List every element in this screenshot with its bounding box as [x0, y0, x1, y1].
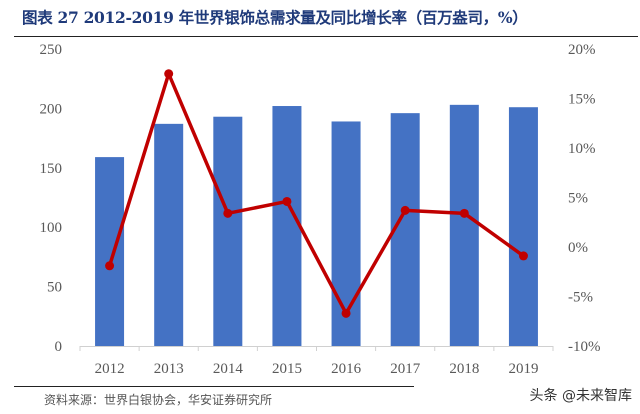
left-axis-tick: 0 [55, 339, 63, 355]
source-note: 资料来源：世界白银协会，华安证券研究所 [44, 393, 273, 407]
x-axis-label: 2014 [213, 361, 244, 377]
x-axis-label: 2019 [508, 361, 538, 377]
x-axis-label: 2016 [331, 361, 362, 377]
x-axis-label: 2012 [95, 361, 125, 377]
bar-2018 [449, 104, 479, 346]
left-axis-tick: 100 [40, 220, 63, 236]
right-axis-tick: -10% [568, 339, 601, 355]
left-axis-tick: 200 [40, 101, 63, 117]
x-axis-label: 2015 [272, 361, 302, 377]
growth-rate-marker-2017 [400, 205, 410, 215]
x-axis-label: 2018 [449, 361, 479, 377]
right-axis-tick: -5% [568, 290, 593, 306]
right-axis-tick: 10% [568, 141, 596, 157]
growth-rate-line [107, 72, 525, 316]
right-axis-tick: 20% [568, 42, 596, 58]
right-axis-tick: 5% [568, 191, 588, 207]
bar-2013 [154, 123, 184, 347]
bar-2016 [331, 121, 361, 346]
chart-area: 0 50 100 150 200 250 -10% -5% 0% 5% 10% 15% 20% 2012 2… [40, 42, 601, 377]
growth-rate-marker-2013 [164, 69, 174, 79]
title-divider [14, 36, 638, 37]
watermark: 头条 @未来智库 [529, 388, 632, 404]
left-axis-tick: 250 [40, 42, 63, 58]
chart-title: 图表 27 2012-2019 年世界银饰总需求量及同比增长率（百万盎司，%） [22, 8, 528, 27]
x-axis-label: 2017 [390, 361, 421, 377]
right-axis-tick: 15% [568, 92, 596, 108]
growth-rate-marker-2012 [105, 261, 115, 271]
growth-rate-marker-2019 [518, 251, 528, 261]
bar-2019 [508, 107, 538, 346]
growth-rate-marker-2014 [223, 208, 233, 218]
growth-rate-marker-2016 [341, 308, 351, 318]
bar-2015 [272, 106, 302, 346]
bar-2014 [213, 116, 243, 346]
right-axis-tick: 0% [568, 240, 588, 256]
left-axis-tick: 150 [40, 161, 63, 177]
growth-rate-marker-2015 [282, 196, 292, 206]
source-divider [14, 386, 414, 387]
growth-rate-marker-2018 [459, 208, 469, 218]
bar-2012 [95, 157, 125, 346]
left-axis-tick: 50 [47, 280, 62, 296]
x-axis-label: 2013 [154, 361, 184, 377]
